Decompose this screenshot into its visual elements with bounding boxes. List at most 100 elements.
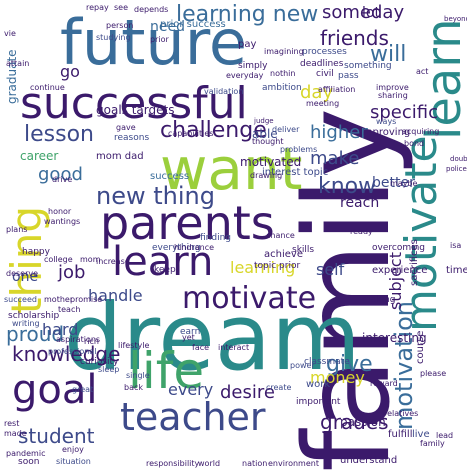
word-increase: increase bbox=[96, 257, 130, 266]
word-processes: processes bbox=[302, 47, 347, 57]
word-enjoy: enjoy bbox=[62, 445, 84, 454]
word-lead: lead bbox=[436, 431, 454, 440]
word-passion: passion bbox=[340, 415, 386, 429]
word-college: college bbox=[44, 255, 73, 264]
word-attain: attain bbox=[6, 59, 30, 68]
word-lifestyle: lifestyle bbox=[118, 341, 150, 350]
word-promise: promise bbox=[70, 295, 103, 304]
word-everyday: everyday bbox=[226, 71, 264, 80]
word-dream: dream bbox=[64, 284, 361, 391]
word-interesting: interesting bbox=[362, 331, 427, 345]
word-learning: learning bbox=[230, 258, 296, 277]
word-grades: grades bbox=[320, 410, 389, 434]
word-better: better bbox=[372, 175, 415, 191]
word-simply: simply bbox=[238, 61, 268, 71]
word-pay: pay bbox=[238, 39, 257, 50]
word-knowledge: knowledge bbox=[12, 342, 121, 366]
word-vie: vie bbox=[4, 29, 16, 38]
word-soon: soon bbox=[18, 457, 40, 467]
word-mom: mom bbox=[80, 255, 101, 264]
word-self: self bbox=[316, 260, 345, 279]
word-able: able bbox=[252, 127, 278, 141]
word-deadlines: deadlines bbox=[300, 59, 344, 69]
word-nothin: nothin bbox=[270, 69, 296, 78]
word-prior: prior bbox=[150, 35, 169, 44]
word-lot: lot bbox=[362, 5, 380, 21]
word-ambition: ambition bbox=[262, 83, 302, 93]
word-drive: drive bbox=[52, 175, 73, 184]
word-made: made bbox=[4, 429, 27, 438]
word-need: need bbox=[150, 19, 185, 35]
word-thought: thought bbox=[252, 137, 284, 146]
word-everything: everything bbox=[152, 243, 201, 253]
word-higher: higher bbox=[310, 122, 368, 143]
word-student: student bbox=[18, 424, 95, 448]
word-rest: rest bbox=[4, 419, 20, 428]
word-act: act bbox=[416, 67, 429, 76]
word-hard: hard bbox=[42, 320, 79, 339]
word-classmate: classmate bbox=[304, 357, 350, 367]
word-police: police bbox=[446, 165, 467, 173]
word-world: world bbox=[198, 459, 221, 468]
word-learning-new: learning new bbox=[176, 2, 319, 27]
word-gave: gave bbox=[116, 123, 136, 132]
word-handle: handle bbox=[88, 286, 143, 305]
word-pandemic: pandemic bbox=[6, 449, 46, 458]
word-one: one bbox=[12, 269, 39, 285]
word-yet: yet bbox=[182, 333, 195, 342]
word-reward: reward bbox=[370, 379, 398, 388]
word-validation: validation bbox=[204, 87, 244, 96]
word-work: work bbox=[306, 379, 331, 390]
word-repay: repay bbox=[86, 3, 109, 12]
word-good: good bbox=[38, 164, 83, 185]
word-aspirations: aspirations bbox=[56, 335, 101, 344]
word-keep: keep bbox=[154, 265, 176, 275]
word-skills: skills bbox=[292, 245, 315, 255]
word-continue: continue bbox=[30, 83, 65, 92]
word-relatives: relatives bbox=[384, 409, 419, 418]
word-lesson: lesson bbox=[24, 122, 94, 147]
word-single: single bbox=[126, 371, 150, 380]
word-improving: improving bbox=[360, 127, 411, 138]
word-someday: someday bbox=[322, 2, 405, 23]
word-doubt: doubt bbox=[450, 155, 467, 163]
word-life: life bbox=[128, 342, 205, 400]
word-face: face bbox=[192, 343, 210, 352]
word-teach: teach bbox=[58, 305, 81, 314]
word-responsibility: responsibility bbox=[146, 459, 200, 468]
word-finding: finding bbox=[200, 233, 232, 243]
word-person: person bbox=[106, 21, 134, 30]
word-make: make bbox=[310, 148, 360, 169]
word-ways: ways bbox=[376, 117, 397, 126]
word-important: important bbox=[296, 397, 341, 407]
word-deserve: deserve bbox=[6, 269, 39, 278]
word-time: time bbox=[446, 265, 467, 276]
word-power: power bbox=[290, 361, 315, 370]
word-overcoming: overcoming bbox=[372, 243, 426, 253]
word-environment: environment bbox=[268, 459, 319, 468]
word-depends: depends bbox=[134, 5, 169, 14]
word-challenge: challenge bbox=[160, 118, 267, 143]
word-money: money bbox=[310, 368, 365, 387]
word-interact: interact bbox=[218, 343, 250, 352]
word-specific: specific bbox=[370, 102, 439, 123]
word-goal: goal bbox=[12, 367, 98, 413]
word-deliver: deliver bbox=[272, 125, 300, 134]
word-learn-mid: learn bbox=[112, 239, 214, 285]
word-see: see bbox=[114, 3, 129, 12]
word-successful: successful bbox=[20, 78, 248, 129]
word-isa: isa bbox=[450, 241, 462, 250]
word-capabilities: capabilities bbox=[168, 129, 214, 138]
word-great: great bbox=[72, 385, 94, 394]
word-mom-dad: mom dad bbox=[96, 151, 144, 162]
word-nation: nation bbox=[242, 459, 268, 468]
word-plans: plans bbox=[6, 225, 28, 234]
word-bond: bond bbox=[404, 139, 425, 148]
word-motivated: motivated bbox=[240, 155, 302, 169]
word-teacher: teacher bbox=[120, 395, 266, 439]
word-maybe: maybe bbox=[390, 179, 418, 188]
word-graduate: graduate bbox=[5, 49, 19, 104]
word-scholarship: scholarship bbox=[8, 311, 60, 321]
word-prior-success: prior success bbox=[160, 19, 226, 30]
